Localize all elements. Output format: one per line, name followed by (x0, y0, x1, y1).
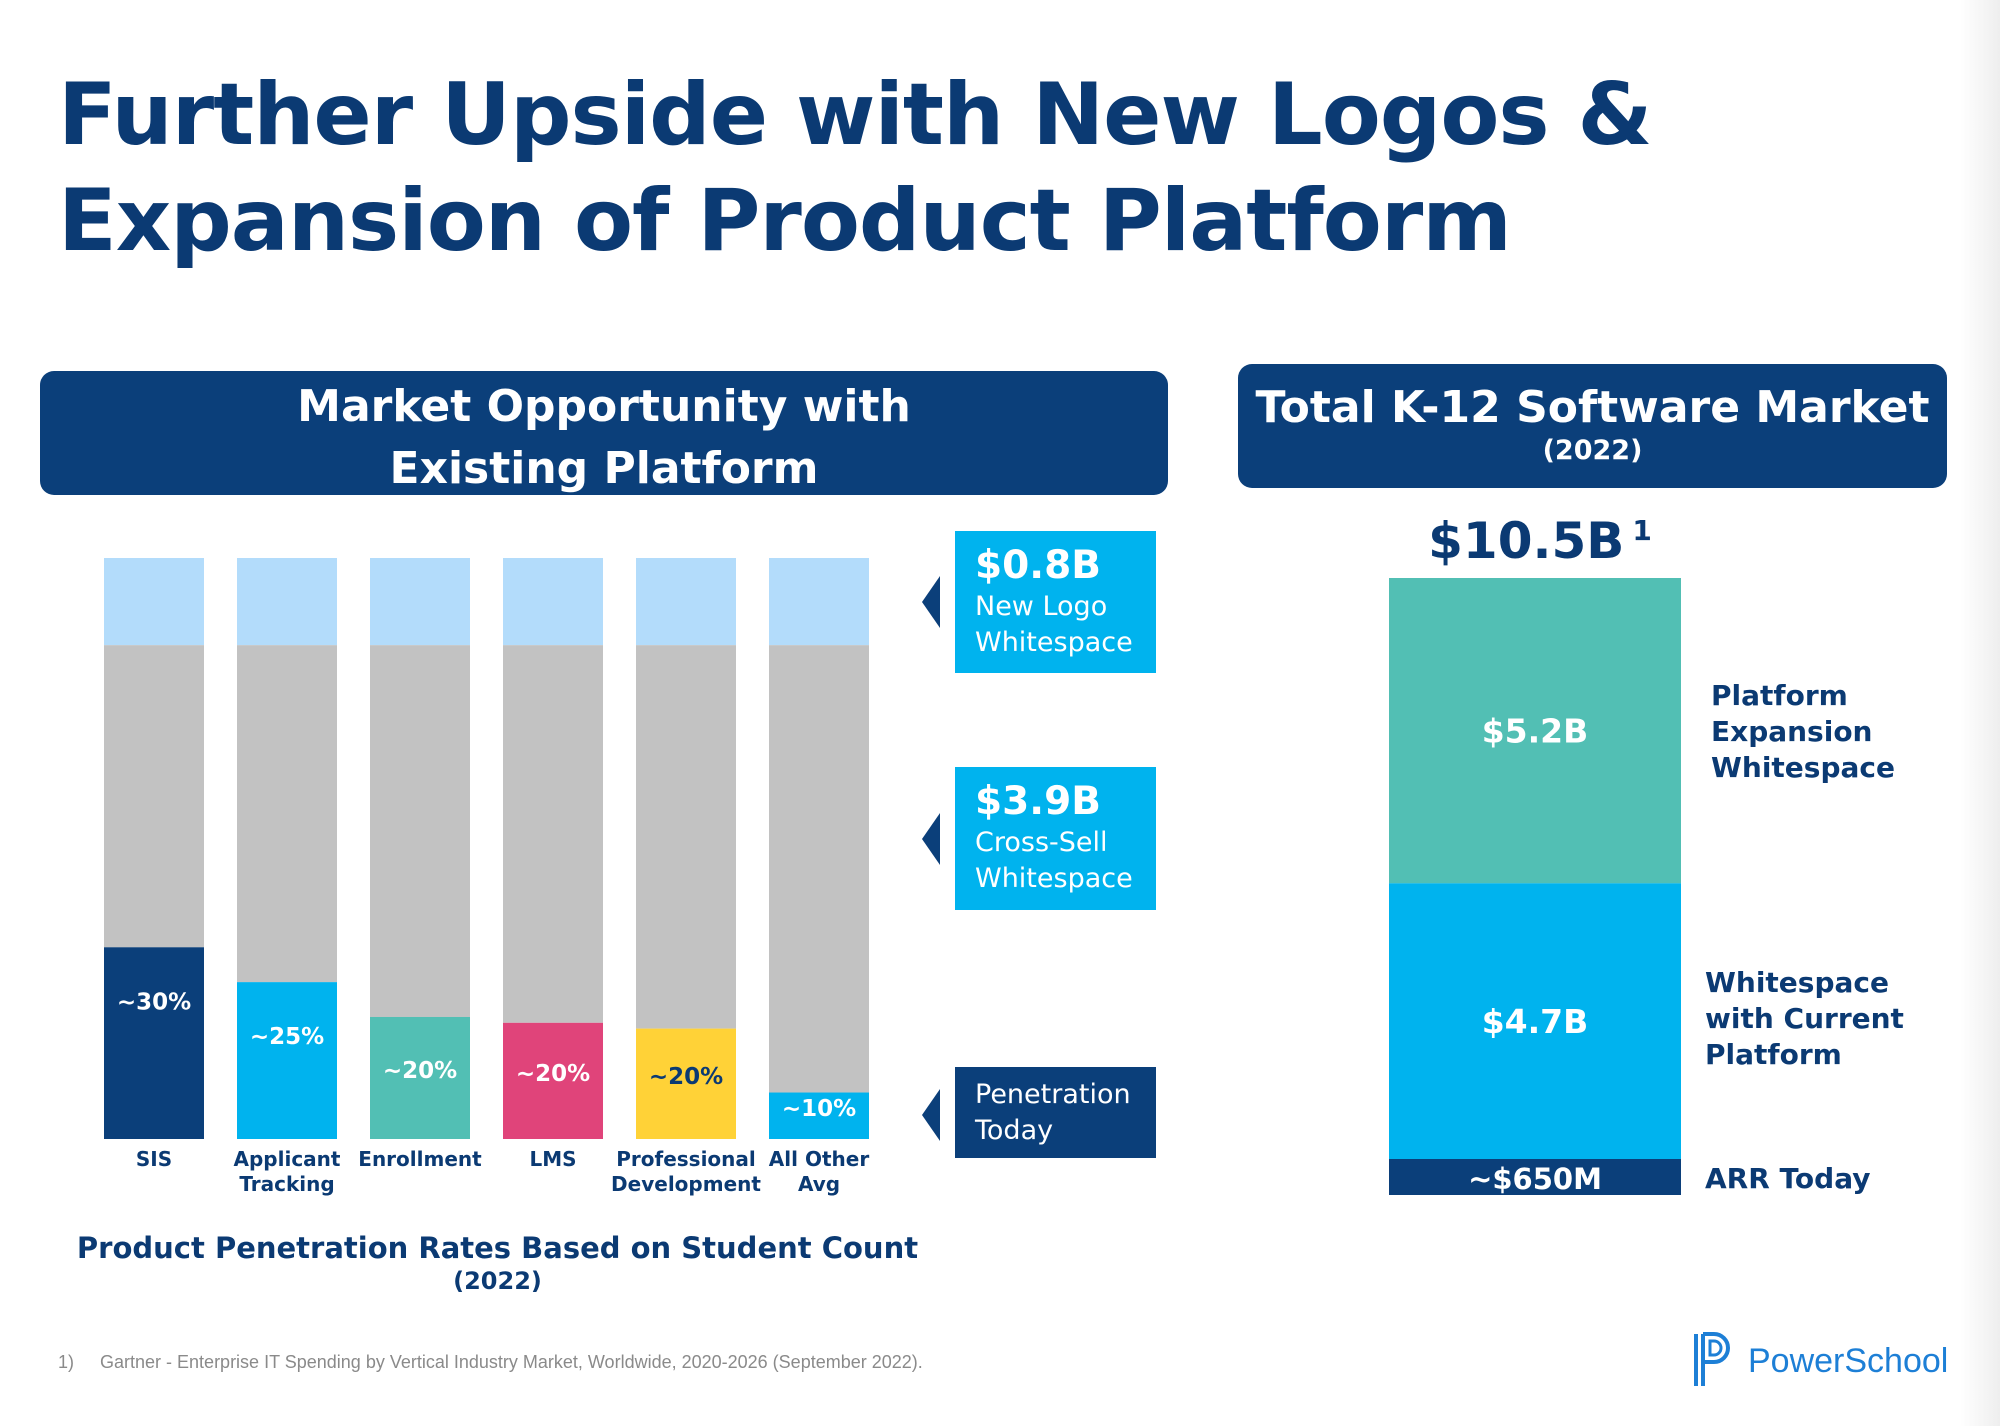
current-side-label-line1: Whitespace (1705, 966, 1889, 999)
market-segment (1389, 1159, 1681, 1195)
new-logo-arrow-icon (922, 576, 940, 628)
market-segment-label: $5.2B (1482, 712, 1589, 751)
cross-sell-segment (503, 645, 603, 1023)
new-logo-label-line1: New Logo (975, 591, 1108, 622)
total-market-value: $10.5B 1 (1390, 512, 1690, 570)
expansion-side-label: Platform Expansion Whitespace (1711, 678, 1895, 786)
new-logo-segment (636, 558, 736, 646)
penetration-segment (104, 947, 204, 1139)
market-segment-label: $4.7B (1482, 1002, 1589, 1041)
footnote-number: 1) (58, 1352, 75, 1372)
new-logo-segment (104, 558, 204, 646)
total-market-header-year: (2022) (1542, 435, 1643, 466)
new-logo-value: $0.8B (975, 543, 1101, 588)
cross-sell-segment (104, 645, 204, 948)
cross-sell-label-line1: Cross-Sell (975, 827, 1108, 858)
new-logo-segment (769, 558, 869, 646)
expansion-side-label-line3: Whitespace (1711, 751, 1895, 784)
market-opportunity-header-line1: Market Opportunity with (297, 381, 911, 432)
market-chart: ~$650M $4.7B $5.2B (1389, 578, 1681, 1196)
penetration-chart-subtitle: (2022) (453, 1267, 542, 1295)
cross-sell-label-line2: Whitespace (975, 863, 1133, 894)
category-label: Professional (616, 1147, 756, 1171)
total-market-value-text: $10.5B (1428, 512, 1625, 570)
market-segment (1389, 883, 1681, 1159)
category-label: SIS (136, 1147, 172, 1171)
new-logo-legend: $0.8B New Logo Whitespace (955, 531, 1156, 673)
cross-sell-value: $3.9B (975, 779, 1101, 824)
category-label-line2: Development (611, 1172, 761, 1196)
category-label-line2: Tracking (239, 1172, 334, 1196)
expansion-side-label-line1: Platform (1711, 679, 1848, 712)
penetration-label: ~20% (383, 1058, 457, 1084)
penetration-label: ~20% (649, 1064, 723, 1090)
current-side-label-line3: Platform (1705, 1038, 1842, 1071)
new-logo-segment (370, 558, 470, 646)
category-label: Applicant (234, 1147, 341, 1171)
total-market-footnote-ref: 1 (1632, 514, 1652, 548)
powerschool-logo-icon (1694, 1332, 1730, 1386)
new-logo-segment (503, 558, 603, 646)
market-opportunity-header-line2: Existing Platform (389, 443, 819, 494)
cross-sell-arrow-icon (922, 813, 940, 865)
penetration-label-line1: Penetration (975, 1079, 1131, 1110)
category-label: LMS (529, 1147, 576, 1171)
new-logo-label-line2: Whitespace (975, 627, 1133, 658)
category-label-line2: Avg (798, 1172, 840, 1196)
footnote: 1) Gartner - Enterprise IT Spending by Ve… (58, 1352, 923, 1373)
penetration-segment (503, 1022, 603, 1139)
cross-sell-segment (237, 645, 337, 983)
new-logo-segment (237, 558, 337, 646)
penetration-segment (370, 1016, 470, 1139)
penetration-segment (237, 982, 337, 1139)
cross-sell-segment (769, 645, 869, 1093)
penetration-arrow-icon (922, 1089, 940, 1141)
cross-sell-segment (370, 645, 470, 1017)
footnote-text: Gartner - Enterprise IT Spending by Vert… (100, 1352, 923, 1372)
current-side-label-line2: with Current (1705, 1002, 1904, 1035)
market-opportunity-header: Market Opportunity with Existing Platfor… (40, 371, 1168, 495)
total-market-header: Total K-12 Software Market (2022) (1238, 364, 1947, 488)
market-segment (1389, 578, 1681, 884)
category-label: Enrollment (358, 1147, 482, 1171)
penetration-label: ~10% (782, 1096, 856, 1122)
expansion-side-label-line2: Expansion (1711, 715, 1873, 748)
penetration-label: ~20% (516, 1061, 590, 1087)
page-title: Further Upside with New Logos & Expansio… (58, 65, 1653, 271)
penetration-label: ~25% (250, 1024, 324, 1050)
current-side-label: Whitespace with Current Platform (1705, 965, 1904, 1073)
penetration-chart-title-text: Product Penetration Rates Based on Stude… (76, 1231, 919, 1265)
penetration-label: ~30% (117, 989, 191, 1015)
powerschool-logo-text: PowerSchool (1748, 1342, 1949, 1380)
cross-sell-legend: $3.9B Cross-Sell Whitespace (955, 767, 1156, 910)
penetration-segment (636, 1028, 736, 1139)
penetration-legend: Penetration Today (955, 1067, 1156, 1158)
cross-sell-segment (636, 645, 736, 1029)
total-market-header-title: Total K-12 Software Market (1255, 382, 1930, 433)
penetration-chart-title: Product Penetration Rates Based on Stude… (40, 1230, 955, 1296)
penetration-label-line2: Today (975, 1115, 1054, 1146)
page-edge-shadow (1960, 0, 2000, 1426)
penetration-segment (769, 1092, 869, 1139)
market-segment-label: ~$650M (1468, 1162, 1602, 1196)
category-label: All Other (769, 1147, 870, 1171)
arr-side-label: ARR Today (1705, 1162, 1871, 1195)
